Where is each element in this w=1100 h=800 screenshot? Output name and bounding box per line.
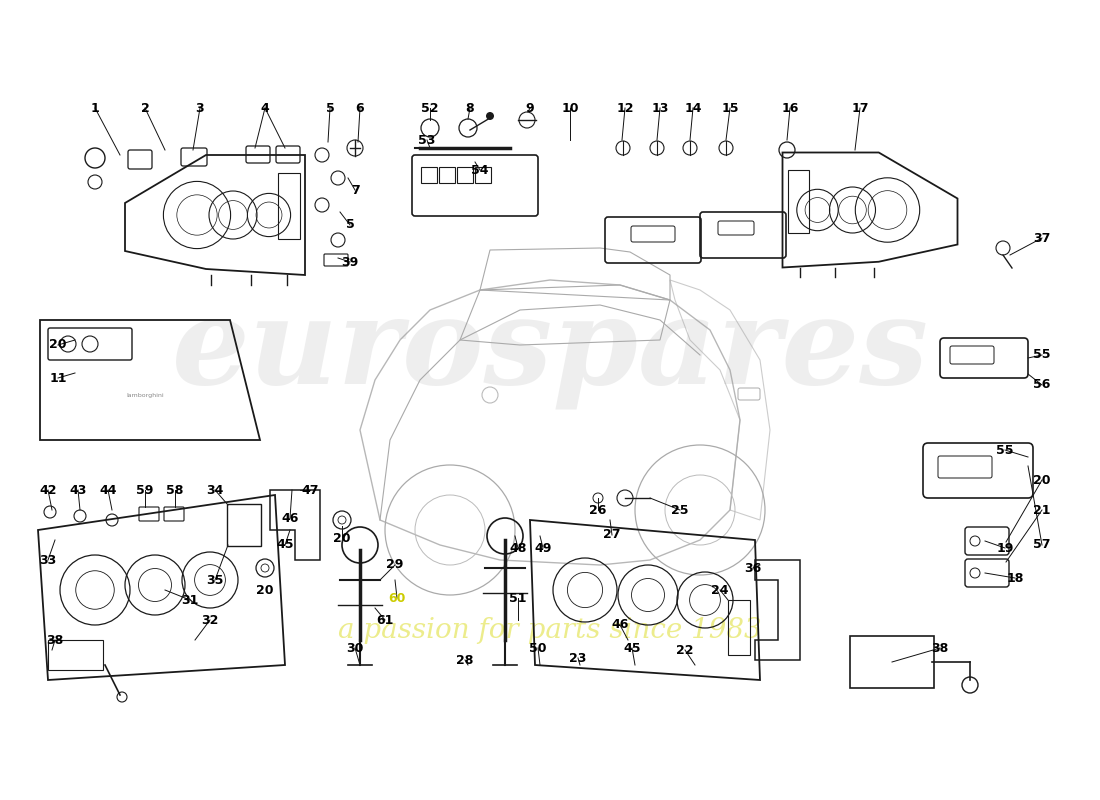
Text: 35: 35 — [207, 574, 223, 586]
Text: 54: 54 — [471, 163, 488, 177]
Text: 43: 43 — [69, 483, 87, 497]
Text: 29: 29 — [386, 558, 404, 571]
Text: 26: 26 — [590, 503, 607, 517]
Text: 9: 9 — [526, 102, 535, 114]
Text: 61: 61 — [376, 614, 394, 626]
Text: 48: 48 — [509, 542, 527, 554]
Text: 11: 11 — [50, 371, 67, 385]
Text: 56: 56 — [1033, 378, 1050, 391]
Text: 31: 31 — [182, 594, 199, 606]
Text: 5: 5 — [326, 102, 334, 114]
Text: 55: 55 — [1033, 349, 1050, 362]
Text: 12: 12 — [616, 102, 634, 114]
Text: 19: 19 — [997, 542, 1014, 554]
Text: 2: 2 — [141, 102, 150, 114]
Text: 30: 30 — [346, 642, 364, 654]
Circle shape — [486, 112, 494, 120]
Text: 32: 32 — [201, 614, 219, 626]
Text: 20: 20 — [1033, 474, 1050, 486]
Text: 5: 5 — [345, 218, 354, 231]
Text: 22: 22 — [676, 643, 694, 657]
Text: 27: 27 — [603, 529, 620, 542]
Text: 46: 46 — [612, 618, 629, 631]
Text: 45: 45 — [276, 538, 294, 551]
Text: a passion for parts since 1983: a passion for parts since 1983 — [338, 617, 762, 643]
Text: 59: 59 — [136, 483, 154, 497]
Text: 47: 47 — [301, 483, 319, 497]
Text: 49: 49 — [535, 542, 552, 554]
Text: 14: 14 — [684, 102, 702, 114]
Text: 10: 10 — [561, 102, 579, 114]
Text: 38: 38 — [46, 634, 64, 646]
Text: 20: 20 — [256, 583, 274, 597]
Text: 42: 42 — [40, 483, 57, 497]
Text: 51: 51 — [509, 591, 527, 605]
Text: 57: 57 — [1033, 538, 1050, 551]
Text: 13: 13 — [651, 102, 669, 114]
Text: eurospares: eurospares — [172, 290, 928, 410]
Text: 60: 60 — [388, 591, 406, 605]
Text: 16: 16 — [781, 102, 799, 114]
Text: 23: 23 — [570, 651, 586, 665]
Text: lamborghini: lamborghini — [126, 393, 164, 398]
Text: 53: 53 — [418, 134, 436, 146]
Text: 44: 44 — [99, 483, 117, 497]
Text: 28: 28 — [456, 654, 474, 666]
Text: 50: 50 — [529, 642, 547, 654]
Text: 4: 4 — [261, 102, 270, 114]
Text: 36: 36 — [745, 562, 761, 574]
Text: 6: 6 — [355, 102, 364, 114]
Text: 8: 8 — [465, 102, 474, 114]
Text: 25: 25 — [671, 503, 689, 517]
Text: 55: 55 — [997, 443, 1014, 457]
Text: 46: 46 — [282, 511, 299, 525]
Text: 3: 3 — [196, 102, 205, 114]
Text: 58: 58 — [166, 483, 184, 497]
Text: 15: 15 — [722, 102, 739, 114]
Text: 20: 20 — [333, 531, 351, 545]
Text: 17: 17 — [851, 102, 869, 114]
Text: 37: 37 — [1033, 231, 1050, 245]
Text: 24: 24 — [712, 583, 728, 597]
Text: 7: 7 — [351, 183, 360, 197]
Text: 45: 45 — [624, 642, 640, 654]
Text: 38: 38 — [932, 642, 948, 654]
Text: 21: 21 — [1033, 503, 1050, 517]
Text: 39: 39 — [341, 255, 359, 269]
Text: 18: 18 — [1006, 571, 1024, 585]
Text: 52: 52 — [421, 102, 439, 114]
Text: 34: 34 — [207, 483, 223, 497]
Text: 20: 20 — [50, 338, 67, 351]
Text: 33: 33 — [40, 554, 56, 566]
Text: 1: 1 — [90, 102, 99, 114]
